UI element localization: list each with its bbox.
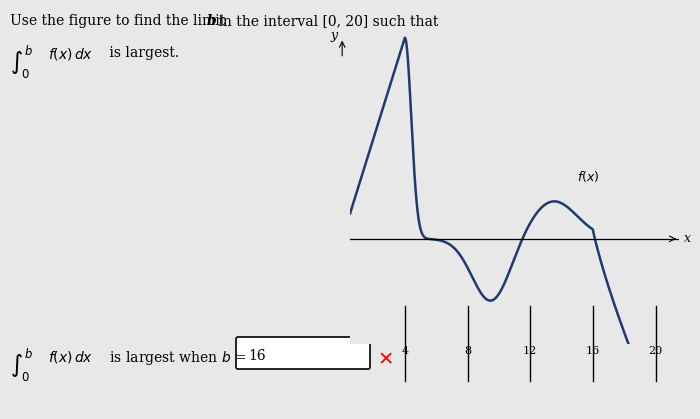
Text: x: x (684, 232, 691, 246)
Text: is largest.: is largest. (105, 46, 179, 60)
Text: ✕: ✕ (378, 350, 394, 369)
Text: in the interval [0, 20] such that: in the interval [0, 20] such that (214, 14, 438, 28)
Text: $f(x)\,dx$: $f(x)\,dx$ (48, 349, 93, 365)
Text: is largest when $b$ =: is largest when $b$ = (105, 349, 248, 367)
Text: $f(x)$: $f(x)$ (578, 169, 600, 184)
Text: $\int_0^b$: $\int_0^b$ (10, 44, 34, 81)
Text: y: y (331, 29, 338, 42)
Text: $\int_0^b$: $\int_0^b$ (10, 347, 34, 384)
Text: b: b (207, 14, 217, 28)
Text: Use the figure to find the limit: Use the figure to find the limit (10, 14, 230, 28)
Text: 16: 16 (248, 349, 265, 363)
FancyBboxPatch shape (236, 337, 370, 369)
Text: $f(x)\,dx$: $f(x)\,dx$ (48, 46, 93, 62)
